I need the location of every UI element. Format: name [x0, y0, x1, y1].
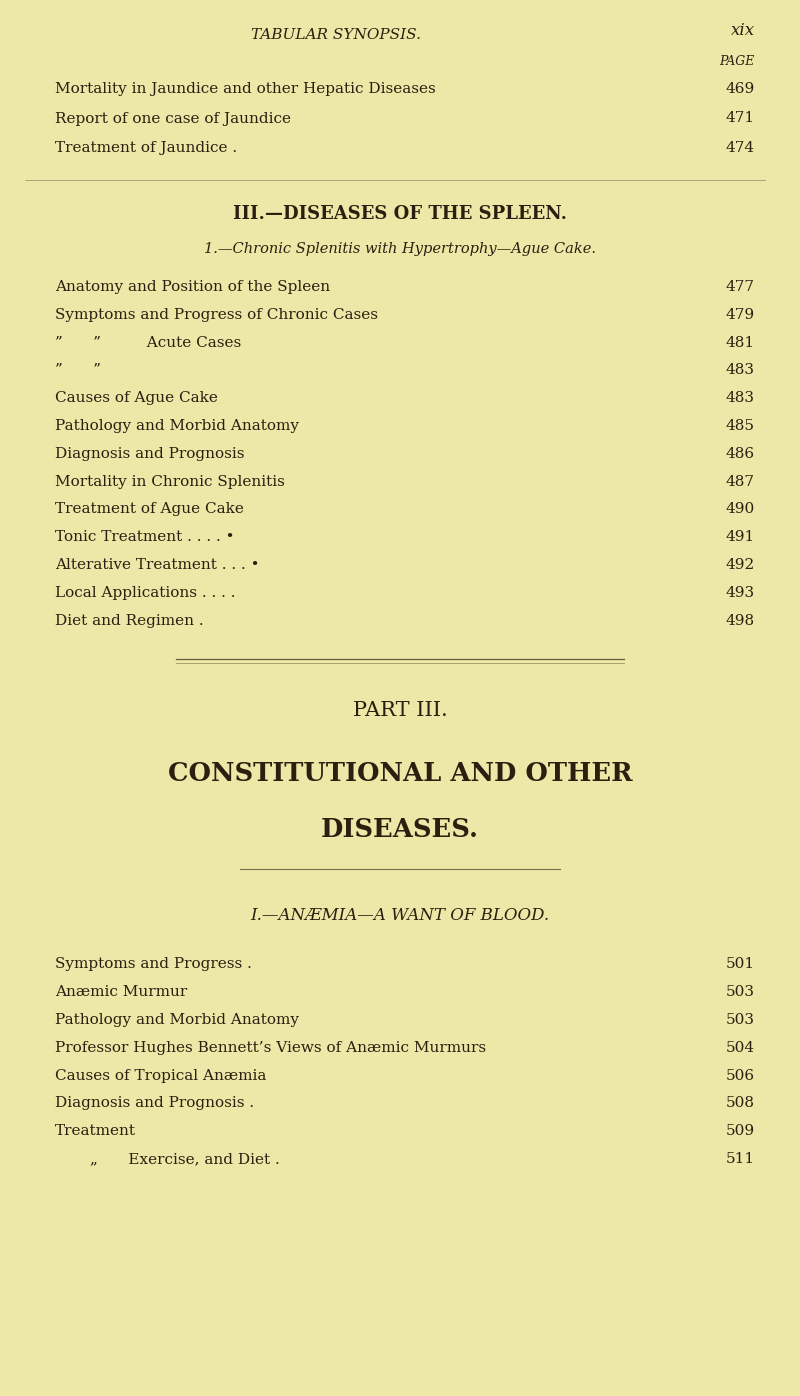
- Text: 485: 485: [726, 419, 755, 433]
- Text: ”  ”   Acute Cases: ” ” Acute Cases: [55, 335, 242, 349]
- Text: 471: 471: [726, 112, 755, 126]
- Text: DISEASES.: DISEASES.: [321, 818, 479, 842]
- Text: III.—DISEASES OF THE SPLEEN.: III.—DISEASES OF THE SPLEEN.: [233, 205, 567, 223]
- Text: 477: 477: [726, 281, 755, 295]
- Text: 479: 479: [726, 307, 755, 322]
- Text: „  Exercise, and Diet .: „ Exercise, and Diet .: [90, 1152, 280, 1166]
- Text: PART III.: PART III.: [353, 701, 447, 720]
- Text: 486: 486: [726, 447, 755, 461]
- Text: 503: 503: [726, 986, 755, 1000]
- Text: 490: 490: [726, 503, 755, 517]
- Text: Treatment of Ague Cake: Treatment of Ague Cake: [55, 503, 244, 517]
- Text: 474: 474: [726, 141, 755, 155]
- Text: ”  ”: ” ”: [55, 363, 101, 377]
- Text: TABULAR SYNOPSIS.: TABULAR SYNOPSIS.: [251, 28, 421, 42]
- Text: Diagnosis and Prognosis: Diagnosis and Prognosis: [55, 447, 245, 461]
- Text: 1.—Chronic Splenitis with Hypertrophy—Ague Cake.: 1.—Chronic Splenitis with Hypertrophy—Ag…: [204, 242, 596, 255]
- Text: 504: 504: [726, 1041, 755, 1055]
- Text: 506: 506: [726, 1068, 755, 1083]
- Text: Anæmic Murmur: Anæmic Murmur: [55, 986, 187, 1000]
- Text: 493: 493: [726, 586, 755, 600]
- Text: Diet and Regimen .: Diet and Regimen .: [55, 614, 204, 628]
- Text: Alterative Treatment . . . •: Alterative Treatment . . . •: [55, 558, 259, 572]
- Text: 492: 492: [726, 558, 755, 572]
- Text: xix: xix: [731, 22, 755, 39]
- Text: Tonic Treatment . . . . •: Tonic Treatment . . . . •: [55, 530, 234, 544]
- Text: Causes of Tropical Anæmia: Causes of Tropical Anæmia: [55, 1068, 266, 1083]
- Text: Local Applications . . . .: Local Applications . . . .: [55, 586, 235, 600]
- Text: 508: 508: [726, 1096, 755, 1110]
- Text: CONSTITUTIONAL AND OTHER: CONSTITUTIONAL AND OTHER: [168, 761, 632, 786]
- Text: 511: 511: [726, 1152, 755, 1166]
- Text: PAGE: PAGE: [720, 54, 755, 68]
- Text: Diagnosis and Prognosis .: Diagnosis and Prognosis .: [55, 1096, 254, 1110]
- Text: Treatment of Jaundice .: Treatment of Jaundice .: [55, 141, 237, 155]
- Text: Anatomy and Position of the Spleen: Anatomy and Position of the Spleen: [55, 281, 330, 295]
- Text: I.—ANÆMIA—A WANT OF BLOOD.: I.—ANÆMIA—A WANT OF BLOOD.: [250, 907, 550, 924]
- Text: 498: 498: [726, 614, 755, 628]
- Text: 491: 491: [726, 530, 755, 544]
- Text: Pathology and Morbid Anatomy: Pathology and Morbid Anatomy: [55, 419, 299, 433]
- Text: Report of one case of Jaundice: Report of one case of Jaundice: [55, 112, 291, 126]
- Text: Causes of Ague Cake: Causes of Ague Cake: [55, 391, 218, 405]
- Text: 469: 469: [726, 82, 755, 96]
- Text: 483: 483: [726, 391, 755, 405]
- Text: 487: 487: [726, 475, 755, 489]
- Text: Treatment: Treatment: [55, 1124, 136, 1138]
- Text: 481: 481: [726, 335, 755, 349]
- Text: Mortality in Chronic Splenitis: Mortality in Chronic Splenitis: [55, 475, 285, 489]
- Text: Pathology and Morbid Anatomy: Pathology and Morbid Anatomy: [55, 1013, 299, 1027]
- Text: Professor Hughes Bennett’s Views of Anæmic Murmurs: Professor Hughes Bennett’s Views of Anæm…: [55, 1041, 486, 1055]
- Text: 501: 501: [726, 958, 755, 972]
- Text: 509: 509: [726, 1124, 755, 1138]
- Text: Symptoms and Progress .: Symptoms and Progress .: [55, 958, 252, 972]
- Text: 483: 483: [726, 363, 755, 377]
- Text: Symptoms and Progress of Chronic Cases: Symptoms and Progress of Chronic Cases: [55, 307, 378, 322]
- Text: 503: 503: [726, 1013, 755, 1027]
- Text: Mortality in Jaundice and other Hepatic Diseases: Mortality in Jaundice and other Hepatic …: [55, 82, 436, 96]
